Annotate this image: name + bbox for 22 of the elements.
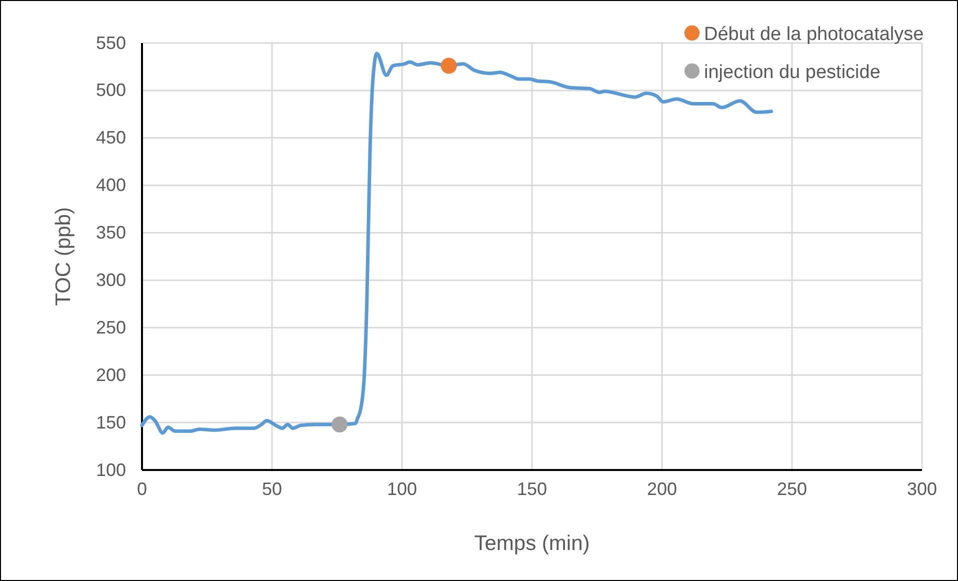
x-tick-label: 0 <box>136 478 148 499</box>
y-tick-label: 500 <box>96 80 126 100</box>
y-tick-label: 550 <box>96 32 126 53</box>
x-tick-label: 100 <box>386 478 418 499</box>
line-series <box>140 52 773 435</box>
y-tick-label: 400 <box>96 175 126 196</box>
y-tick-label: 250 <box>96 317 126 338</box>
x-tick-label: 150 <box>516 478 548 499</box>
y-tick-label: 200 <box>96 364 126 385</box>
y-tick-label: 150 <box>96 412 126 432</box>
y-tick-label: 300 <box>96 270 126 290</box>
x-tick-label: 250 <box>776 478 808 499</box>
y-tick-label: 350 <box>96 222 126 243</box>
x-tick-label: 50 <box>262 478 282 499</box>
y-axis-title: TOC (ppb) <box>52 207 75 306</box>
legend-label: injection du pesticide <box>704 62 880 83</box>
x-tick-label: 200 <box>646 478 678 499</box>
y-tick-label: 450 <box>96 128 126 148</box>
y-tick-label: 100 <box>96 460 126 480</box>
legend-label: Début de la photocatalyse <box>704 24 924 45</box>
x-tick-label: 300 <box>906 478 938 499</box>
x-axis-title: Temps (min) <box>474 532 590 555</box>
